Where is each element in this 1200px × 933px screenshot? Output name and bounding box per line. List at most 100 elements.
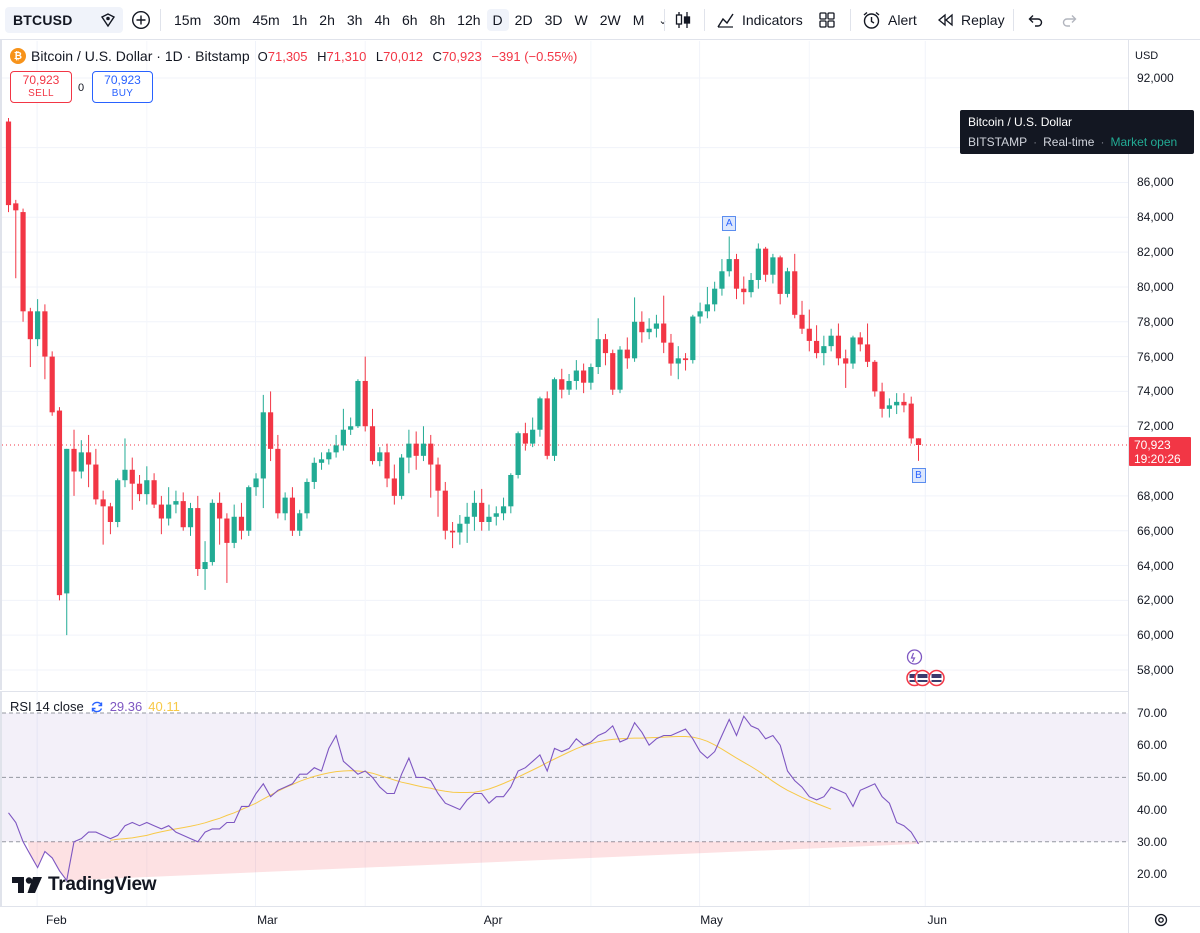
candle bbox=[835, 323, 842, 366]
buy-button[interactable]: 70,923 BUY bbox=[92, 71, 153, 103]
indicators-button[interactable]: Indicators bbox=[716, 8, 803, 32]
candle bbox=[500, 497, 507, 521]
candle-body bbox=[64, 448, 70, 594]
candle-body bbox=[449, 530, 456, 533]
candle bbox=[617, 346, 623, 394]
price-tick-label: 64,000 bbox=[1137, 558, 1174, 573]
rsi-value: 29.36 bbox=[109, 699, 143, 714]
layouts-button[interactable] bbox=[818, 8, 843, 32]
candle bbox=[289, 487, 296, 536]
tradingview-logo[interactable]: TradingView bbox=[12, 874, 157, 896]
lightning-bolt bbox=[910, 652, 916, 663]
candle-body bbox=[464, 516, 470, 524]
price-axis[interactable] bbox=[1128, 40, 1200, 906]
interval-w[interactable]: W bbox=[574, 12, 588, 28]
undo-button[interactable] bbox=[1026, 8, 1051, 32]
candle-body bbox=[180, 501, 186, 528]
interval-45m[interactable]: 45m bbox=[252, 12, 280, 28]
candle-body bbox=[901, 401, 907, 406]
candle bbox=[158, 495, 164, 535]
interval-4h[interactable]: 4h bbox=[374, 12, 391, 28]
candle-body bbox=[915, 438, 922, 445]
interval-m[interactable]: M bbox=[632, 12, 645, 28]
candle-body bbox=[209, 502, 215, 563]
candle-body bbox=[158, 504, 164, 519]
candle-body bbox=[690, 316, 696, 361]
candle-body bbox=[275, 448, 281, 514]
interval-3d[interactable]: 3D bbox=[544, 12, 563, 28]
candle bbox=[340, 408, 346, 451]
toolbar-divider bbox=[1013, 9, 1014, 31]
candle bbox=[173, 490, 179, 514]
candle bbox=[748, 273, 754, 298]
interval-2w[interactable]: 2W bbox=[599, 12, 621, 28]
candle bbox=[493, 506, 499, 526]
time-tick-label: May bbox=[700, 913, 723, 927]
high-key: H bbox=[317, 48, 327, 64]
event-flags[interactable] bbox=[906, 649, 945, 687]
interval-8h[interactable]: 8h bbox=[429, 12, 446, 28]
currency-selector[interactable]: USD bbox=[1135, 50, 1159, 62]
indicators-label: Indicators bbox=[742, 12, 803, 28]
interval-15m[interactable]: 15m bbox=[174, 12, 202, 28]
candle bbox=[238, 502, 245, 540]
compare-symbol-icon[interactable] bbox=[99, 11, 117, 29]
interval-12h[interactable]: 12h bbox=[457, 12, 481, 28]
interval-1h[interactable]: 1h bbox=[291, 12, 308, 28]
buy-label: BUY bbox=[111, 88, 134, 99]
open-value: 71,305 bbox=[267, 48, 308, 64]
rsi-legend[interactable]: RSI 14 close 29.36 40.11 bbox=[10, 699, 180, 714]
candle bbox=[537, 396, 543, 437]
symbol-search[interactable]: BTCUSD bbox=[5, 7, 123, 33]
redo-button[interactable] bbox=[1061, 8, 1086, 32]
alert-button[interactable]: Alert bbox=[862, 8, 917, 32]
price-pane[interactable] bbox=[0, 40, 1128, 690]
candle-body bbox=[297, 513, 303, 531]
candle bbox=[850, 335, 856, 369]
rsi-ma-line bbox=[110, 736, 832, 841]
candle-body bbox=[56, 410, 63, 596]
candle-body bbox=[129, 469, 135, 484]
chevron-down-icon[interactable]: ⌄ bbox=[658, 14, 668, 27]
candle-body bbox=[42, 311, 48, 357]
candle bbox=[85, 434, 92, 488]
candle-body bbox=[391, 478, 397, 496]
buy-price: 70,923 bbox=[104, 73, 141, 87]
bar-countdown: 19:20:26 bbox=[1134, 452, 1181, 466]
candle-body bbox=[813, 340, 820, 354]
candle bbox=[369, 408, 376, 465]
replay-button[interactable]: Replay bbox=[936, 8, 1005, 32]
candle-body bbox=[151, 480, 157, 505]
interval-2d[interactable]: 2D bbox=[514, 12, 533, 28]
candle bbox=[653, 314, 660, 338]
interval-30m[interactable]: 30m bbox=[213, 12, 241, 28]
candle bbox=[231, 504, 237, 549]
candle bbox=[275, 434, 281, 519]
add-symbol-icon[interactable] bbox=[131, 10, 151, 30]
candle bbox=[602, 333, 609, 366]
sell-button[interactable]: 70,923 SELL bbox=[10, 71, 72, 103]
marker-b[interactable]: B bbox=[911, 467, 926, 483]
interval-2h[interactable]: 2h bbox=[319, 12, 335, 28]
marker-a[interactable]: A bbox=[722, 215, 737, 231]
interval-3h[interactable]: 3h bbox=[346, 12, 363, 28]
interval-6h[interactable]: 6h bbox=[402, 12, 418, 28]
candle-body bbox=[136, 483, 143, 495]
gear-icon[interactable] bbox=[1153, 912, 1169, 928]
candle bbox=[486, 504, 492, 531]
time-axis[interactable] bbox=[0, 906, 1200, 933]
candle bbox=[180, 492, 186, 531]
candle bbox=[457, 515, 463, 545]
candle bbox=[464, 502, 470, 543]
candle-body bbox=[217, 502, 223, 519]
chart-type-button[interactable] bbox=[674, 8, 699, 32]
candle bbox=[813, 325, 820, 359]
candle-body bbox=[253, 478, 259, 488]
candle-body bbox=[457, 523, 463, 533]
flag-stripe bbox=[931, 678, 942, 680]
candle-body bbox=[173, 501, 179, 505]
indicators-icon bbox=[717, 13, 734, 28]
rsi-pane[interactable] bbox=[0, 691, 1128, 906]
chart-legend[interactable]: ₿ Bitcoin / U.S. Dollar · 1D · Bitstamp … bbox=[10, 48, 577, 64]
interval-d[interactable]: D bbox=[486, 9, 509, 31]
